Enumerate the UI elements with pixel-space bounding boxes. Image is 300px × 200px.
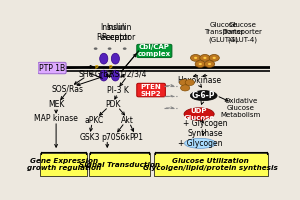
Circle shape bbox=[123, 47, 127, 50]
FancyBboxPatch shape bbox=[89, 153, 150, 176]
Text: P: P bbox=[109, 65, 112, 70]
Circle shape bbox=[181, 85, 190, 91]
Circle shape bbox=[203, 57, 206, 59]
Text: PP1: PP1 bbox=[129, 133, 143, 142]
Circle shape bbox=[200, 54, 210, 61]
Circle shape bbox=[194, 57, 197, 59]
Text: Glucose
Transporter
(GLUT-4): Glucose Transporter (GLUT-4) bbox=[222, 22, 262, 43]
Text: + Glycogen
Synthase: + Glycogen Synthase bbox=[183, 119, 227, 138]
Text: Akt: Akt bbox=[121, 116, 134, 125]
Text: Cbl/CAP
complex: Cbl/CAP complex bbox=[138, 44, 171, 57]
Ellipse shape bbox=[184, 138, 216, 148]
Circle shape bbox=[195, 61, 206, 67]
Circle shape bbox=[209, 54, 219, 61]
Text: SHC: SHC bbox=[78, 70, 94, 79]
Circle shape bbox=[94, 47, 98, 50]
Text: Signal Transduction: Signal Transduction bbox=[79, 161, 160, 168]
Text: GSK3: GSK3 bbox=[80, 133, 100, 142]
FancyBboxPatch shape bbox=[137, 44, 172, 58]
FancyBboxPatch shape bbox=[137, 83, 165, 97]
Text: Gene Expression
growth regulation: Gene Expression growth regulation bbox=[27, 158, 101, 171]
Text: aPKC: aPKC bbox=[85, 116, 104, 125]
Ellipse shape bbox=[111, 70, 119, 81]
Ellipse shape bbox=[184, 108, 214, 120]
Circle shape bbox=[213, 57, 216, 59]
FancyBboxPatch shape bbox=[40, 153, 88, 176]
Circle shape bbox=[204, 61, 215, 67]
Text: PDK: PDK bbox=[105, 100, 121, 109]
Text: PI-3 K: PI-3 K bbox=[107, 86, 129, 95]
Circle shape bbox=[199, 63, 202, 65]
Text: Insulin
Receptor: Insulin Receptor bbox=[102, 23, 136, 42]
Ellipse shape bbox=[100, 70, 108, 81]
Text: Insulin
Receptor: Insulin Receptor bbox=[96, 23, 130, 42]
Text: Grb2: Grb2 bbox=[94, 70, 113, 79]
Text: SOS/Ras: SOS/Ras bbox=[52, 84, 84, 93]
Circle shape bbox=[190, 54, 201, 61]
Circle shape bbox=[185, 79, 194, 86]
Text: Glucose
Transporter
(GLUT-4): Glucose Transporter (GLUT-4) bbox=[204, 22, 243, 43]
Text: G-6-P: G-6-P bbox=[192, 91, 215, 100]
Text: IRS1/2/3/4: IRS1/2/3/4 bbox=[107, 70, 147, 79]
Circle shape bbox=[108, 47, 111, 50]
Text: MEK: MEK bbox=[48, 100, 64, 109]
Text: + Glycogen: + Glycogen bbox=[178, 139, 223, 148]
FancyBboxPatch shape bbox=[154, 153, 268, 176]
Ellipse shape bbox=[190, 91, 217, 101]
Text: Oxidative
Glucose
Metabolism: Oxidative Glucose Metabolism bbox=[221, 98, 261, 118]
Text: UDP
Glucose: UDP Glucose bbox=[184, 108, 215, 121]
Circle shape bbox=[179, 79, 189, 86]
Text: MAP kinase: MAP kinase bbox=[34, 114, 78, 123]
Text: Glucose Utilization
Glycolgen/lipid/protein synthesis: Glucose Utilization Glycolgen/lipid/prot… bbox=[143, 158, 278, 171]
Text: PTP 1B: PTP 1B bbox=[39, 64, 65, 73]
Ellipse shape bbox=[111, 53, 119, 64]
Text: Hexokinase: Hexokinase bbox=[177, 76, 221, 85]
Text: PTEN
SHP2: PTEN SHP2 bbox=[141, 84, 161, 97]
Text: p70S6k: p70S6k bbox=[101, 133, 130, 142]
Ellipse shape bbox=[100, 53, 108, 64]
Text: P: P bbox=[95, 65, 99, 70]
FancyBboxPatch shape bbox=[38, 62, 66, 74]
Circle shape bbox=[208, 63, 211, 65]
